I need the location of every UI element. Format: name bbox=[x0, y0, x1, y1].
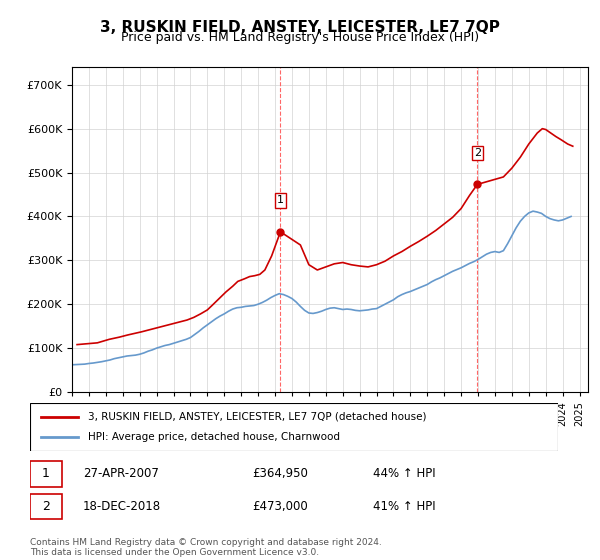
Text: 18-DEC-2018: 18-DEC-2018 bbox=[83, 500, 161, 514]
Text: Contains HM Land Registry data © Crown copyright and database right 2024.
This d: Contains HM Land Registry data © Crown c… bbox=[30, 538, 382, 557]
Text: 3, RUSKIN FIELD, ANSTEY, LEICESTER, LE7 7QP: 3, RUSKIN FIELD, ANSTEY, LEICESTER, LE7 … bbox=[100, 20, 500, 35]
Text: 2: 2 bbox=[474, 148, 481, 158]
Text: 1: 1 bbox=[277, 195, 284, 206]
Text: HPI: Average price, detached house, Charnwood: HPI: Average price, detached house, Char… bbox=[88, 432, 340, 442]
Text: 2: 2 bbox=[42, 500, 50, 514]
FancyBboxPatch shape bbox=[30, 403, 558, 451]
Text: £473,000: £473,000 bbox=[252, 500, 308, 514]
Text: 3, RUSKIN FIELD, ANSTEY, LEICESTER, LE7 7QP (detached house): 3, RUSKIN FIELD, ANSTEY, LEICESTER, LE7 … bbox=[88, 412, 427, 422]
Text: Price paid vs. HM Land Registry's House Price Index (HPI): Price paid vs. HM Land Registry's House … bbox=[121, 31, 479, 44]
Text: £364,950: £364,950 bbox=[252, 468, 308, 480]
FancyBboxPatch shape bbox=[30, 461, 62, 487]
Text: 41% ↑ HPI: 41% ↑ HPI bbox=[373, 500, 436, 514]
Text: 44% ↑ HPI: 44% ↑ HPI bbox=[373, 468, 436, 480]
FancyBboxPatch shape bbox=[30, 494, 62, 520]
Text: 1: 1 bbox=[42, 468, 50, 480]
Text: 27-APR-2007: 27-APR-2007 bbox=[83, 468, 158, 480]
